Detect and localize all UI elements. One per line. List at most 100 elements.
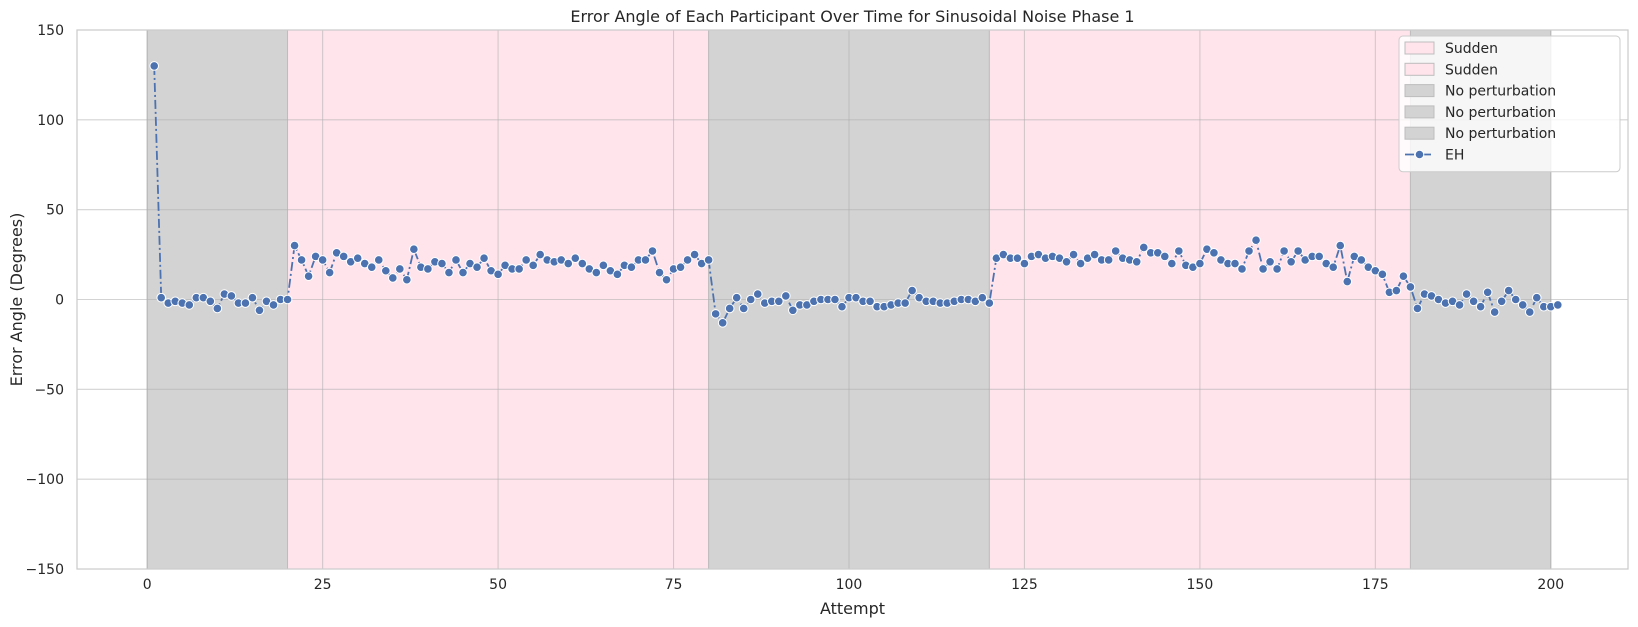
data-point <box>535 249 545 260</box>
data-point <box>1272 264 1282 274</box>
data-point <box>254 305 265 316</box>
legend-label: No perturbation <box>1445 105 1556 121</box>
data-point <box>444 267 454 278</box>
data-point <box>1335 240 1346 251</box>
y-tick-label: −150 <box>26 562 64 578</box>
data-point <box>900 298 910 308</box>
data-point <box>724 303 735 314</box>
data-point <box>1279 246 1289 256</box>
legend-label: No perturbation <box>1445 126 1556 142</box>
x-tick-label: 175 <box>1362 577 1389 593</box>
data-point <box>1412 303 1423 314</box>
data-point <box>830 294 840 305</box>
legend-swatch <box>1404 126 1435 140</box>
data-point <box>577 258 588 269</box>
data-point <box>977 292 988 303</box>
data-point <box>1089 249 1100 260</box>
data-point <box>1012 253 1023 263</box>
data-point <box>395 264 405 274</box>
data-point <box>1209 247 1219 258</box>
data-point <box>247 292 258 303</box>
data-point <box>451 255 461 265</box>
data-point <box>781 291 791 301</box>
data-point <box>479 253 489 263</box>
data-point <box>212 303 223 314</box>
data-point <box>717 318 728 328</box>
data-point <box>1230 258 1240 269</box>
x-tick-label: 100 <box>836 577 863 593</box>
data-point <box>1356 255 1367 265</box>
data-point <box>1398 271 1409 281</box>
data-point <box>626 262 637 272</box>
data-point <box>1019 258 1030 269</box>
legend-label: No perturbation <box>1445 84 1556 100</box>
data-point <box>1103 255 1114 265</box>
data-point <box>654 267 665 278</box>
data-point <box>1293 246 1303 256</box>
data-point <box>1286 256 1296 267</box>
x-tick-label: 150 <box>1187 577 1214 593</box>
grid-lines <box>77 29 1628 570</box>
data-point <box>752 289 763 299</box>
data-point <box>1553 300 1563 310</box>
data-point <box>731 292 742 303</box>
x-tick-label: 125 <box>1011 577 1038 593</box>
x-tick-label: 50 <box>489 577 507 593</box>
data-point <box>1131 256 1142 267</box>
data-point <box>1244 246 1254 256</box>
data-point <box>563 258 574 269</box>
data-point <box>591 267 602 278</box>
legend-label: Sudden <box>1445 62 1498 78</box>
data-point <box>493 269 503 280</box>
data-point <box>402 274 412 285</box>
data-point <box>1405 282 1416 292</box>
data-point <box>1524 307 1535 317</box>
y-tick-label: 50 <box>46 203 64 219</box>
data-point <box>528 260 538 271</box>
data-point <box>156 292 167 303</box>
data-point <box>1475 301 1486 312</box>
axis-ticks: 0 25 50 75 100 125 150 175 200 150 100 50 0 −50 −100 −1… <box>26 23 1565 593</box>
data-point <box>647 246 658 256</box>
data-point <box>437 258 447 269</box>
data-point <box>409 244 419 254</box>
data-point <box>366 262 377 272</box>
data-point <box>352 253 363 263</box>
data-point <box>282 294 293 305</box>
data-point <box>682 255 693 265</box>
data-point <box>472 262 482 272</box>
data-point <box>738 303 749 314</box>
data-point <box>324 267 335 278</box>
x-tick-label: 200 <box>1537 577 1564 593</box>
data-point <box>1314 251 1324 262</box>
data-point <box>1237 264 1247 274</box>
data-point <box>1517 300 1528 310</box>
data-point <box>381 265 391 276</box>
data-point <box>388 273 398 283</box>
data-point <box>240 298 251 308</box>
data-point <box>774 296 784 307</box>
data-point <box>1068 249 1079 260</box>
y-tick-label: −100 <box>26 472 64 488</box>
legend-label: EH <box>1445 148 1464 164</box>
data-point <box>1195 258 1205 269</box>
data-point <box>745 294 756 305</box>
data-point <box>1265 256 1275 267</box>
data-point <box>1461 289 1472 299</box>
y-tick-label: −50 <box>34 382 64 398</box>
data-point <box>1377 269 1388 280</box>
data-point <box>1061 256 1072 267</box>
data-point <box>865 296 875 307</box>
data-point <box>1531 292 1542 303</box>
data-point <box>338 251 349 262</box>
data-point <box>1468 296 1479 307</box>
legend-swatch <box>1404 105 1435 119</box>
y-tick-label: 100 <box>37 113 64 129</box>
data-point <box>521 255 531 265</box>
legend-label: Sudden <box>1445 41 1498 57</box>
data-point <box>226 291 237 301</box>
data-point <box>458 267 468 278</box>
data-point <box>1503 285 1514 296</box>
data-point <box>703 255 714 265</box>
y-tick-label: 0 <box>55 293 64 309</box>
